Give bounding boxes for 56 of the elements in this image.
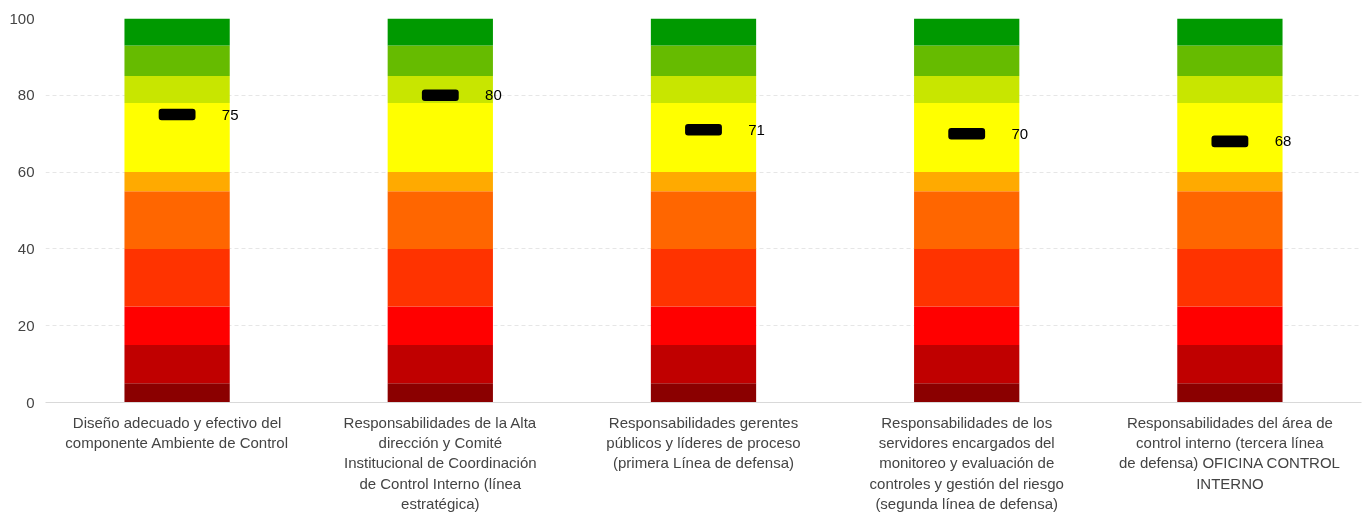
bar xyxy=(387,45,493,77)
bar xyxy=(914,344,1020,384)
bar xyxy=(124,344,230,384)
bar xyxy=(124,18,230,46)
x-tick-label: Responsabilidades de los servidores encargados del monitoreo y evaluación de controles y gestión del riesgo (segunda línea de defensa) xyxy=(869,413,1064,513)
bar xyxy=(650,172,757,192)
bar xyxy=(914,191,1020,249)
bar xyxy=(124,306,230,345)
y-tick-label: 40 xyxy=(17,239,35,257)
bar xyxy=(914,76,1020,103)
bar xyxy=(914,172,1020,192)
y-tick-label: 20 xyxy=(17,316,35,334)
bar xyxy=(914,18,1020,46)
bar xyxy=(387,306,493,345)
bar xyxy=(124,45,230,77)
bar xyxy=(1177,76,1283,103)
bar xyxy=(1177,383,1283,403)
bar xyxy=(1177,18,1283,46)
bar xyxy=(914,306,1020,345)
bar xyxy=(124,383,230,403)
bar xyxy=(650,76,757,103)
x-tick-label: Responsabilidades del área de control interno (tercera línea de defensa) OFICINA CONTROL INTERNO xyxy=(1119,413,1340,492)
bar xyxy=(124,248,230,307)
bar xyxy=(650,191,757,249)
bar xyxy=(914,383,1020,403)
bar xyxy=(387,383,493,403)
bar xyxy=(1177,191,1283,249)
y-tick-label: 60 xyxy=(17,163,35,181)
bar xyxy=(650,248,757,307)
y-tick-label: 0 xyxy=(26,393,35,411)
bar xyxy=(650,306,757,345)
x-tick-label: Diseño adecuado y efectivo del componente Ambiente de Control xyxy=(65,413,289,451)
bar xyxy=(387,248,493,307)
x-tick-label: Responsabilidades gerentes públicos y líderes de proceso (primera Línea de defensa) xyxy=(606,413,801,472)
bar xyxy=(914,248,1020,307)
bar xyxy=(387,191,493,249)
y-tick-label: 80 xyxy=(17,86,35,104)
bar xyxy=(1177,248,1283,307)
bar xyxy=(650,45,757,77)
bar xyxy=(1177,306,1283,345)
bar xyxy=(387,344,493,384)
bar xyxy=(387,172,493,192)
x-tick-label: Responsabilidades de la Alta dirección y Comité Institucional de Coordinación de Control Interno (línea estratégica) xyxy=(343,413,537,513)
bar xyxy=(650,18,757,46)
bar xyxy=(914,45,1020,77)
bar xyxy=(387,18,493,46)
bar xyxy=(124,191,230,249)
bar xyxy=(650,383,757,403)
bar xyxy=(124,76,230,103)
bar xyxy=(1177,344,1283,384)
bar xyxy=(650,344,757,384)
y-tick-label: 100 xyxy=(9,9,35,27)
bar xyxy=(1177,45,1283,77)
bar xyxy=(124,172,230,192)
bar xyxy=(387,102,493,173)
bar xyxy=(1177,172,1283,192)
